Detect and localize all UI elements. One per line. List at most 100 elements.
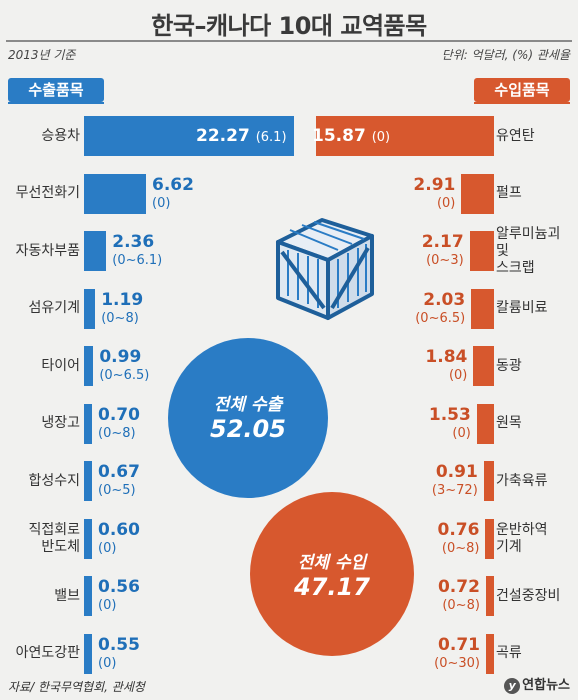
import-items-badge: 수입품목	[474, 78, 570, 102]
export-items-badge: 수출품목	[8, 78, 104, 102]
import-bar	[485, 576, 494, 616]
import-value-label: 0.71	[438, 634, 480, 655]
import-value-label: 15.87 (0)	[312, 126, 391, 146]
export-item-label: 승용차	[41, 127, 80, 144]
export-item-label: 밸브	[54, 587, 80, 604]
export-value-label: 6.62	[152, 174, 194, 195]
total-export-circle: 전체 수출 52.05	[168, 338, 328, 498]
export-item-label: 타이어	[41, 357, 80, 374]
export-value-label: 1.19	[101, 289, 144, 310]
export-value-label: 0.67	[98, 462, 140, 482]
import-item-label: 원목	[496, 415, 522, 431]
import-value-label: 2.17	[421, 232, 464, 252]
export-bar	[84, 173, 147, 214]
import-bar	[473, 346, 494, 386]
export-tariff-label: (0)	[152, 195, 171, 211]
import-item-label: 건설중장비	[496, 587, 561, 604]
export-value-label: 0.60	[98, 519, 140, 540]
export-tariff-label: (0~8)	[98, 425, 136, 441]
export-tariff-label: (0)	[98, 655, 117, 671]
import-item-label: 펄프	[496, 185, 522, 201]
source-note: 자료/ 한국무역협회, 관세청	[8, 680, 145, 694]
import-item-label: 칼륨비료	[496, 300, 548, 316]
export-bar	[84, 231, 107, 271]
export-tariff-label: (0)	[98, 598, 117, 613]
crate-icon	[276, 218, 374, 320]
export-value-label: 0.55	[98, 634, 140, 655]
export-item-label: 자동차부품	[15, 242, 80, 259]
export-bar	[84, 633, 92, 674]
export-value-label: 0.56	[98, 577, 140, 597]
base-year-note: 2013년 기준	[8, 48, 76, 62]
import-tariff-label: (0)	[448, 368, 468, 383]
import-bar	[469, 231, 494, 271]
import-value-label: 1.53	[428, 404, 471, 425]
import-tariff-label: (0)	[452, 425, 471, 441]
import-bar	[316, 116, 494, 156]
total-import-label: 전체 수입	[297, 553, 367, 573]
import-tariff-label: (0~30)	[434, 655, 480, 671]
import-tariff-label: (0)	[436, 195, 456, 211]
total-export-value: 52.05	[210, 415, 286, 443]
export-item-label: 섬유기계	[28, 300, 80, 316]
import-value-label: 2.03	[423, 289, 466, 310]
import-item-label: 가축육류	[496, 472, 548, 489]
import-bar	[486, 633, 494, 674]
export-bar	[84, 576, 92, 616]
export-item-label: 아연도강판	[15, 645, 80, 661]
export-item-label: 합성수지	[28, 472, 80, 489]
export-item-label: 냉장고	[41, 415, 80, 431]
total-export-label: 전체 수출	[213, 395, 283, 415]
import-bar	[485, 518, 494, 559]
import-item-label: 동광	[496, 357, 522, 374]
export-bar	[84, 403, 92, 444]
import-bar	[476, 403, 494, 444]
export-bar	[84, 346, 94, 386]
brand-credit: y 연합뉴스	[504, 674, 570, 694]
import-value-label: 2.91	[413, 174, 456, 195]
unit-note: 단위: 억달러, (%) 관세율	[441, 48, 570, 62]
import-tariff-label: (0~3)	[426, 253, 464, 268]
total-import-circle: 전체 수입 47.17	[250, 492, 414, 656]
export-tariff-label: (0)	[98, 540, 117, 556]
export-tariff-label: (0~6.5)	[99, 368, 150, 383]
import-tariff-label: (0)	[371, 130, 391, 145]
export-item-label: 무선전화기	[15, 185, 80, 201]
brand-name: 연합뉴스	[522, 678, 570, 693]
export-tariff-label: (0~6.1)	[112, 253, 163, 268]
import-bar	[461, 173, 494, 214]
import-value-label: 1.84	[425, 347, 468, 367]
export-bar	[84, 461, 92, 501]
import-value-label: 0.76	[437, 519, 480, 540]
import-tariff-label: (0~8)	[441, 540, 480, 556]
export-tariff-label: (0~5)	[98, 483, 136, 498]
export-tariff-label: (6.1)	[255, 130, 287, 145]
export-badge-underline	[8, 102, 104, 104]
import-tariff-label: (3~72)	[431, 483, 478, 498]
brand-logo-icon: y	[504, 677, 521, 694]
import-item-label: 유연탄	[496, 127, 535, 144]
export-bar	[84, 518, 92, 559]
export-tariff-label: (0~8)	[101, 310, 139, 326]
export-value-label: 0.99	[99, 347, 142, 367]
export-value-label: 22.27 (6.1)	[196, 126, 287, 146]
import-bar	[483, 461, 494, 501]
export-item-label: 직접회로 반도체	[28, 521, 80, 555]
export-value-label: 2.36	[112, 232, 155, 252]
export-bar	[84, 116, 294, 156]
export-value-label: 0.70	[98, 404, 140, 425]
import-bar	[471, 288, 494, 329]
import-tariff-label: (0~6.5)	[415, 310, 466, 326]
import-item-label: 알루미늄괴 및 스크랩	[496, 225, 561, 276]
import-item-label: 운반하역 기계	[496, 521, 548, 555]
total-import-value: 47.17	[294, 573, 370, 601]
import-badge-underline	[474, 102, 570, 104]
import-value-label: 0.91	[435, 462, 478, 482]
import-tariff-label: (0~8)	[442, 598, 480, 613]
import-item-label: 곡류	[496, 645, 522, 661]
title-divider	[6, 40, 572, 42]
import-value-label: 0.72	[437, 577, 480, 597]
export-bar	[84, 288, 96, 329]
page-title: 한국–캐나다 10대 교역품목	[151, 12, 427, 40]
